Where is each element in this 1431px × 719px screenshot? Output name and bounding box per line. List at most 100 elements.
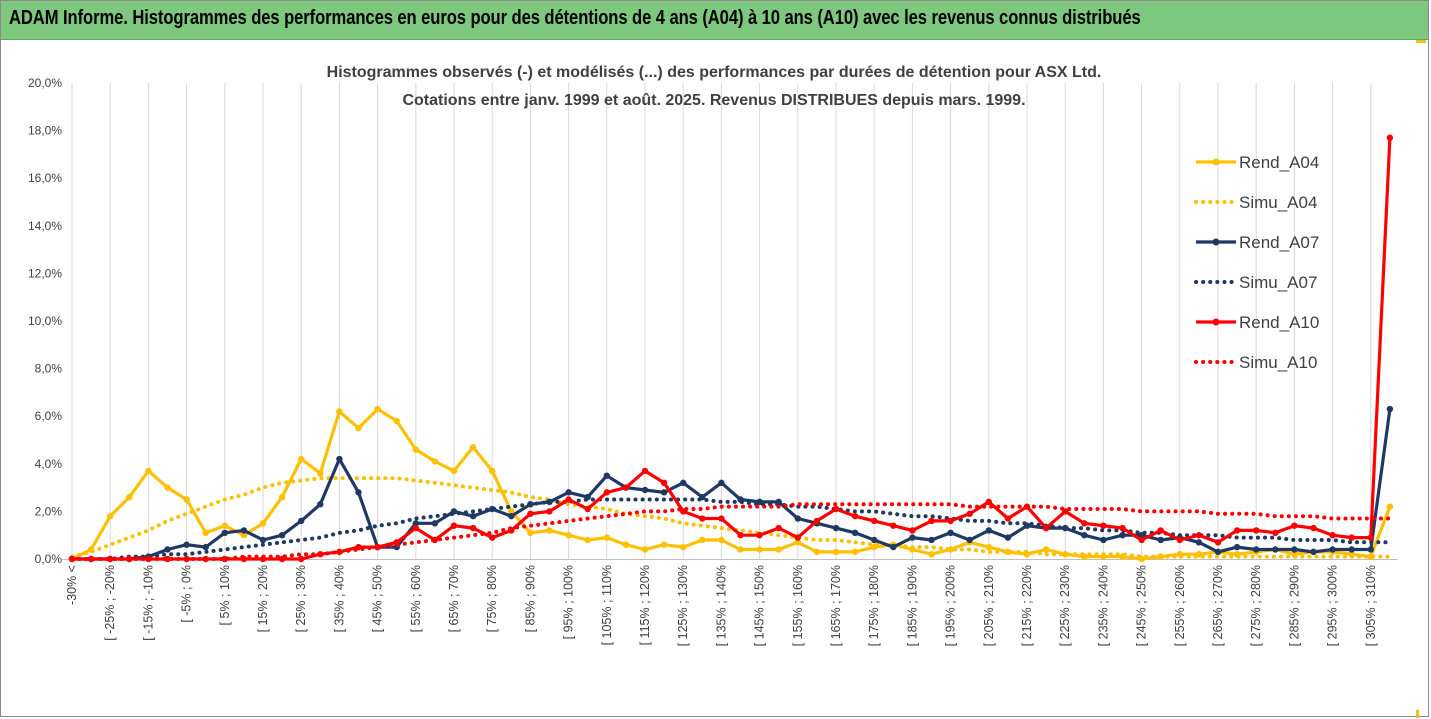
rend-a10-point: [871, 517, 878, 525]
corner-mark-bottom-right: [1416, 710, 1419, 718]
rend-a10-point: [851, 512, 859, 520]
rend-a04-point: [259, 520, 267, 527]
x-tick-label: [ 55% ; 60%: [409, 565, 423, 632]
x-tick-label: [ 175% ; 180%: [867, 565, 881, 646]
rend-a04-point: [641, 546, 649, 553]
rend-a10-point: [985, 498, 992, 506]
rend-a07-point: [1004, 534, 1012, 541]
y-tick-label: 2,0%: [35, 504, 63, 518]
rend-a04-point: [393, 417, 400, 425]
rend-a04-point: [317, 470, 324, 477]
rend-a10-point: [1100, 522, 1107, 529]
simu-a10-line: [70, 502, 1392, 561]
rend-a04-point: [336, 408, 343, 415]
rend-a07-point: [851, 529, 859, 537]
rend-a10-line: [72, 137, 1392, 561]
series-layer: [68, 134, 1394, 563]
rend-a04-point: [164, 484, 171, 491]
rend-a07-point: [985, 527, 992, 534]
legend: Rend_A04 Simu_A04 Rend_A07 Simu_A07 Rend_A10…: [1194, 153, 1319, 372]
rend-a07-line: [72, 408, 1392, 561]
x-tick-label: [ 185% ; 190%: [905, 565, 919, 646]
y-tick-label: 8,0%: [35, 362, 63, 376]
rend-a10-point: [1348, 534, 1355, 541]
rend-a07-point: [317, 501, 324, 508]
rend-a04-point: [546, 527, 553, 534]
rend-a10-point: [1386, 134, 1394, 141]
rend-a10-point: [1329, 532, 1336, 539]
rend-a10-point: [1081, 520, 1088, 527]
rend-a04-point: [278, 493, 286, 501]
rend-a07-point: [1119, 532, 1126, 539]
rend-a04-point: [221, 522, 228, 529]
x-tick-label: [ -5% ; 0%: [180, 565, 194, 623]
rend-a10-point: [164, 555, 171, 563]
rend-a10-point: [565, 496, 572, 503]
rend-a10-point: [1042, 524, 1050, 532]
x-tick-label: [ 95% ; 100%: [562, 565, 576, 639]
rend-a07-point: [298, 517, 305, 525]
rend-a04-point: [202, 529, 209, 537]
rend-a07-point: [259, 536, 267, 544]
rend-a07-point: [1272, 546, 1279, 553]
rend-a04-point: [527, 529, 534, 537]
rend-a10-point: [832, 505, 840, 513]
rend-a10-point: [699, 515, 706, 522]
rend-a07-point: [183, 541, 190, 548]
rend-a04-point: [508, 508, 515, 515]
rend-a10-point: [660, 479, 668, 487]
rend-a10-point: [1253, 527, 1260, 534]
x-tick-label: [ 45% ; 50%: [371, 565, 385, 632]
rend-a04-point: [1062, 551, 1069, 558]
rend-a10-point: [298, 555, 305, 563]
rend-a07-point: [1348, 546, 1355, 553]
simu-a07-line: [70, 497, 1392, 561]
rend-a10-point: [1119, 524, 1126, 532]
rend-a07-point: [240, 527, 248, 534]
x-tick-label: [ 205% ; 210%: [982, 565, 996, 646]
legend-label-simu-a10: Simu_A10: [1239, 353, 1317, 372]
x-tick-label: [ 85% ; 90%: [523, 565, 537, 632]
rend-a07-point: [1157, 536, 1164, 544]
rend-a04-point: [985, 543, 992, 551]
rend-a04-point: [813, 548, 821, 556]
rend-a07-point: [1291, 546, 1298, 553]
chart-title-line-2: Cotations entre janv. 1999 et août. 2025…: [402, 92, 1025, 109]
rend-a10-point: [775, 524, 782, 532]
rend-a07-point: [871, 536, 878, 544]
legend-label-rend-a07: Rend_A07: [1239, 233, 1319, 252]
x-tick-label: [ 25% ; 30%: [294, 565, 308, 632]
rend-a07-point: [928, 536, 935, 544]
rend-a07-point: [718, 479, 725, 487]
rend-a07-point: [1329, 546, 1336, 553]
rend-a04-point: [622, 541, 630, 548]
rend-a07-point: [1195, 539, 1203, 546]
x-tick-label: [ 65% ; 70%: [447, 565, 461, 632]
rend-a04-point: [660, 541, 668, 548]
rend-a10-point: [737, 532, 744, 539]
x-tick-label: [ 165% ; 170%: [829, 565, 843, 646]
rend-a10-point: [1195, 532, 1203, 539]
rend-a07-point: [909, 534, 916, 541]
rend-a04-point: [374, 405, 381, 413]
y-tick-label: 14,0%: [28, 219, 62, 233]
rend-a04-point: [718, 536, 725, 544]
rend-a04-point: [851, 548, 859, 556]
rend-a04-point: [794, 539, 801, 546]
rend-a04-point: [183, 496, 190, 503]
simu-a04-line: [70, 476, 1392, 559]
rend-a04-point: [355, 424, 362, 432]
rend-a07-point: [641, 486, 649, 494]
x-tick-label: [ 115% ; 120%: [638, 565, 652, 645]
rend-a04-point: [107, 512, 114, 520]
x-tick-label: [ 305% ; 310%: [1364, 565, 1378, 646]
rend-a07-point: [1386, 405, 1394, 413]
rend-a04-line: [71, 407, 1392, 561]
rend-a10-point: [221, 555, 228, 563]
x-tick-label: -30% <: [65, 565, 79, 605]
rend-a07-point: [1214, 548, 1222, 556]
legend-label-rend-a10: Rend_A10: [1239, 313, 1319, 332]
rend-a10-point: [756, 532, 763, 539]
